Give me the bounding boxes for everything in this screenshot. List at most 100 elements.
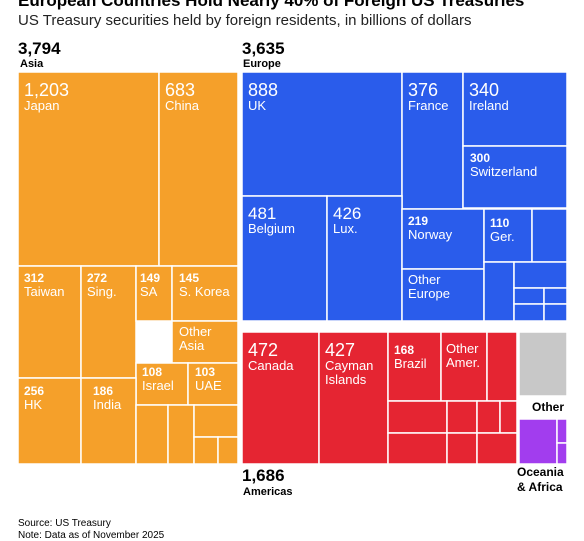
tile-europe-minor-2 [483, 261, 515, 322]
tile-value-lux: 426 [333, 204, 361, 223]
tile-name-uae: UAE [195, 378, 222, 393]
tile-asia-minor-4 [193, 436, 219, 465]
tile-name-switzerland: Switzerland [470, 164, 537, 179]
tile-americas-minor-4 [476, 400, 501, 434]
tile-switzerland [462, 145, 568, 209]
tile-china [158, 71, 239, 267]
tile-name-china: China [165, 98, 200, 113]
tile-americas-minor-3 [446, 400, 478, 434]
tile-japan [17, 71, 160, 267]
tile-brazil [387, 331, 442, 402]
tile-name-south-korea: S. Korea [179, 284, 230, 299]
tile-name-belgium: Belgium [248, 221, 295, 236]
oceania-label-line2: & Africa [517, 480, 563, 494]
tile-value-switzerland: 300 [470, 151, 490, 165]
tile-oceania-2 [556, 418, 568, 444]
tile-value-south-korea: 145 [179, 271, 199, 285]
tile-name-other-asia-2: Asia [179, 338, 205, 353]
tile-name-japan: Japan [24, 98, 59, 113]
tile-name-lux: Lux. [333, 221, 358, 236]
tile-name-other-europe-2: Europe [408, 286, 450, 301]
tile-asia-minor-2 [167, 404, 195, 465]
tile-asia-minor-5 [217, 436, 239, 465]
tile-value-japan: 1,203 [24, 80, 69, 100]
tile-value-belgium: 481 [248, 204, 276, 223]
europe-total: 3,635 [242, 39, 285, 58]
tile-value-taiwan: 312 [24, 271, 44, 285]
tile-other-region [518, 331, 568, 397]
tile-canada [241, 331, 320, 465]
tile-americas-minor-5 [499, 400, 518, 434]
tile-name-cayman-islands: Cayman [325, 358, 373, 373]
tile-name-germany: Ger. [490, 229, 515, 244]
tile-name-other-americas-2: Amer. [446, 355, 480, 370]
tile-value-sa: 149 [140, 271, 160, 285]
tile-value-israel: 108 [142, 365, 162, 379]
tile-name-other-asia: Other [179, 324, 212, 339]
tile-name-canada: Canada [248, 358, 294, 373]
tile-europe-minor-6 [513, 303, 545, 322]
tile-americas-minor-1 [486, 331, 518, 402]
tile-name-uk: UK [248, 98, 266, 113]
other-region-label: Other [532, 400, 565, 414]
tile-value-germany: 110 [490, 216, 510, 230]
tile-belgium [241, 195, 328, 322]
tile-oceania-1 [518, 418, 558, 465]
oceania-label-line1: Oceania [517, 465, 564, 479]
tile-taiwan [17, 265, 82, 379]
tile-uae [187, 362, 239, 406]
americas-label: Americas [243, 486, 293, 498]
tile-name-hk: HK [24, 397, 42, 412]
asia-total: 3,794 [18, 39, 61, 58]
tile-name-israel: Israel [142, 378, 174, 393]
tile-name-sa: SA [140, 284, 158, 299]
tile-europe-minor-4 [513, 287, 545, 305]
tile-value-canada: 472 [248, 340, 278, 360]
tile-india [80, 377, 137, 465]
tile-value-uk: 888 [248, 80, 278, 100]
tile-hk [17, 377, 82, 465]
tile-value-india: 186 [93, 384, 113, 398]
chart-title: European Countries Hold Nearly 40% of Fo… [18, 0, 525, 10]
asia-label: Asia [20, 58, 44, 70]
tile-oceania-3 [556, 442, 568, 465]
tile-value-ireland: 340 [469, 80, 499, 100]
tile-germany [483, 208, 533, 263]
tile-americas-minor-6 [387, 432, 448, 465]
tile-europe-minor-1 [531, 208, 568, 263]
tile-name-taiwan: Taiwan [24, 284, 64, 299]
tile-value-hk: 256 [24, 384, 44, 398]
tile-name-france: France [408, 98, 448, 113]
tile-asia-minor-3 [193, 404, 239, 438]
tile-name-cayman-islands-2: Islands [325, 372, 367, 387]
tile-lux [326, 195, 403, 322]
tile-europe-minor-5 [543, 287, 568, 305]
tile-value-china: 683 [165, 80, 195, 100]
tile-name-other-europe: Other [408, 272, 441, 287]
europe-label: Europe [243, 58, 281, 70]
source-note: Source: US Treasury [18, 518, 111, 529]
tile-americas-minor-2 [387, 400, 448, 434]
tile-asia-minor-1 [135, 404, 169, 465]
tile-name-india: India [93, 397, 122, 412]
tile-value-brazil: 168 [394, 343, 414, 357]
tile-name-other-americas: Other [446, 341, 479, 356]
tile-americas-minor-7 [446, 432, 478, 465]
tile-other-americas [440, 331, 488, 402]
tile-value-france: 376 [408, 80, 438, 100]
tile-name-brazil: Brazil [394, 356, 427, 371]
tile-south-korea [171, 265, 239, 322]
tile-singapore [80, 265, 137, 379]
americas-total: 1,686 [242, 466, 285, 485]
tile-value-cayman-islands: 427 [325, 340, 355, 360]
tile-cayman-islands [318, 331, 389, 465]
tile-europe-minor-7 [543, 303, 568, 322]
tile-value-norway: 219 [408, 214, 428, 228]
tile-name-norway: Norway [408, 227, 453, 242]
tile-americas-minor-8 [476, 432, 518, 465]
tile-value-uae: 103 [195, 365, 215, 379]
tile-value-singapore: 272 [87, 271, 107, 285]
tile-europe-minor-3 [513, 261, 568, 289]
chart-subtitle: US Treasury securities held by foreign r… [18, 12, 472, 29]
